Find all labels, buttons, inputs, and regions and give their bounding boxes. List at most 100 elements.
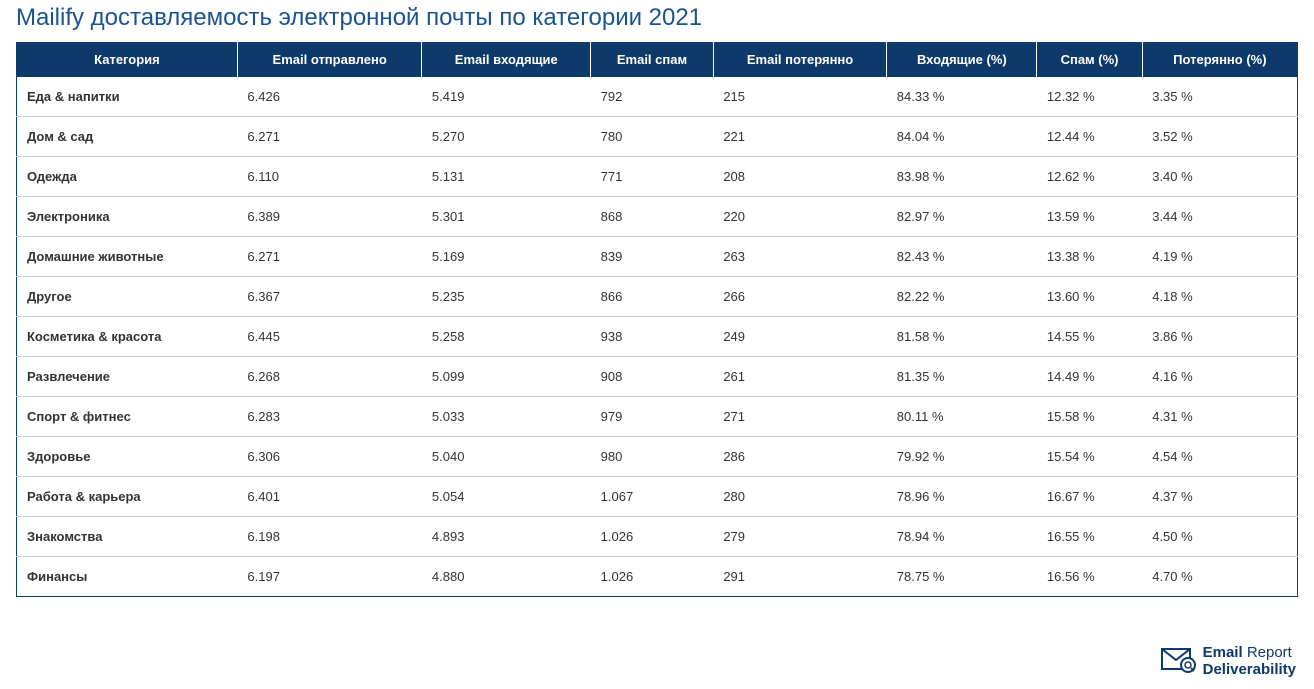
table-cell: 4.19 % xyxy=(1142,237,1297,277)
table-body: Еда & напитки6.4265.41979221584.33 %12.3… xyxy=(17,77,1298,597)
table-cell: Косметика & красота xyxy=(17,317,238,357)
table-cell: 6.283 xyxy=(237,397,422,437)
table-cell: 15.58 % xyxy=(1037,397,1142,437)
table-cell: 5.235 xyxy=(422,277,591,317)
table-cell: Дом & сад xyxy=(17,117,238,157)
table-cell: 15.54 % xyxy=(1037,437,1142,477)
table-cell: 6.271 xyxy=(237,237,422,277)
table-row: Спорт & фитнес6.2835.03397927180.11 %15.… xyxy=(17,397,1298,437)
table-cell: 6.110 xyxy=(237,157,422,197)
table-cell: 6.198 xyxy=(237,517,422,557)
table-cell: Электроника xyxy=(17,197,238,237)
table-cell: 291 xyxy=(713,557,886,597)
brand-text: Email Report Deliverability xyxy=(1203,645,1296,678)
table-cell: Домашние животные xyxy=(17,237,238,277)
table-cell: 208 xyxy=(713,157,886,197)
table-cell: 4.31 % xyxy=(1142,397,1297,437)
table-cell: 14.49 % xyxy=(1037,357,1142,397)
table-cell: 286 xyxy=(713,437,886,477)
table-cell: 16.56 % xyxy=(1037,557,1142,597)
table-cell: 908 xyxy=(591,357,714,397)
brand-logo: Email Report Deliverability xyxy=(1161,644,1296,679)
table-row: Развлечение6.2685.09990826181.35 %14.49 … xyxy=(17,357,1298,397)
table-cell: 83.98 % xyxy=(887,157,1037,197)
table-cell: 938 xyxy=(591,317,714,357)
table-row: Домашние животные6.2715.16983926382.43 %… xyxy=(17,237,1298,277)
table-cell: 780 xyxy=(591,117,714,157)
table-cell: 866 xyxy=(591,277,714,317)
table-cell: 84.04 % xyxy=(887,117,1037,157)
table-cell: 82.22 % xyxy=(887,277,1037,317)
column-header: Категория xyxy=(17,42,238,77)
table-header: КатегорияEmail отправленоEmail входящиеE… xyxy=(17,42,1298,77)
table-cell: 5.131 xyxy=(422,157,591,197)
brand-word-3: Deliverability xyxy=(1203,662,1296,679)
table-cell: 979 xyxy=(591,397,714,437)
table-cell: 3.44 % xyxy=(1142,197,1297,237)
table-cell: 261 xyxy=(713,357,886,397)
table-cell: 263 xyxy=(713,237,886,277)
table-cell: 280 xyxy=(713,477,886,517)
table-cell: 84.33 % xyxy=(887,77,1037,117)
table-cell: 5.270 xyxy=(422,117,591,157)
table-cell: 868 xyxy=(591,197,714,237)
table-cell: 771 xyxy=(591,157,714,197)
table-cell: 4.16 % xyxy=(1142,357,1297,397)
table-cell: Знакомства xyxy=(17,517,238,557)
column-header: Email потерянно xyxy=(713,42,886,77)
table-cell: 839 xyxy=(591,237,714,277)
column-header: Email входящие xyxy=(422,42,591,77)
table-cell: 81.35 % xyxy=(887,357,1037,397)
table-cell: 14.55 % xyxy=(1037,317,1142,357)
table-cell: 82.43 % xyxy=(887,237,1037,277)
table-cell: 5.033 xyxy=(422,397,591,437)
table-cell: 3.35 % xyxy=(1142,77,1297,117)
table-cell: Финансы xyxy=(17,557,238,597)
table-cell: 79.92 % xyxy=(887,437,1037,477)
table-cell: 4.54 % xyxy=(1142,437,1297,477)
table-cell: 5.040 xyxy=(422,437,591,477)
table-row: Работа & карьера6.4015.0541.06728078.96 … xyxy=(17,477,1298,517)
table-cell: 5.054 xyxy=(422,477,591,517)
table-cell: 13.59 % xyxy=(1037,197,1142,237)
table-cell: 78.75 % xyxy=(887,557,1037,597)
table-cell: 5.169 xyxy=(422,237,591,277)
table-cell: 12.44 % xyxy=(1037,117,1142,157)
table-cell: 78.96 % xyxy=(887,477,1037,517)
table-cell: 6.367 xyxy=(237,277,422,317)
table-cell: 81.58 % xyxy=(887,317,1037,357)
table-row: Косметика & красота6.4455.25893824981.58… xyxy=(17,317,1298,357)
envelope-icon xyxy=(1161,644,1197,679)
table-cell: 16.67 % xyxy=(1037,477,1142,517)
table-cell: Спорт & фитнес xyxy=(17,397,238,437)
column-header: Спам (%) xyxy=(1037,42,1142,77)
table-cell: 1.026 xyxy=(591,557,714,597)
table-cell: 279 xyxy=(713,517,886,557)
table-cell: 4.50 % xyxy=(1142,517,1297,557)
table-cell: 82.97 % xyxy=(887,197,1037,237)
table-cell: 6.401 xyxy=(237,477,422,517)
table-cell: 215 xyxy=(713,77,886,117)
table-cell: 249 xyxy=(713,317,886,357)
table-cell: 6.271 xyxy=(237,117,422,157)
table-cell: 6.426 xyxy=(237,77,422,117)
table-cell: 4.18 % xyxy=(1142,277,1297,317)
table-row: Знакомства6.1984.8931.02627978.94 %16.55… xyxy=(17,517,1298,557)
table-cell: 12.62 % xyxy=(1037,157,1142,197)
column-header: Email спам xyxy=(591,42,714,77)
table-cell: 220 xyxy=(713,197,886,237)
table-row: Другое6.3675.23586626682.22 %13.60 %4.18… xyxy=(17,277,1298,317)
table-cell: 980 xyxy=(591,437,714,477)
column-header: Email отправлено xyxy=(237,42,422,77)
table-cell: 5.099 xyxy=(422,357,591,397)
table-row: Одежда6.1105.13177120883.98 %12.62 %3.40… xyxy=(17,157,1298,197)
table-cell: 5.301 xyxy=(422,197,591,237)
table-row: Электроника6.3895.30186822082.97 %13.59 … xyxy=(17,197,1298,237)
table-cell: 6.197 xyxy=(237,557,422,597)
column-header: Входящие (%) xyxy=(887,42,1037,77)
table-cell: 3.52 % xyxy=(1142,117,1297,157)
table-cell: 1.026 xyxy=(591,517,714,557)
table-cell: 13.38 % xyxy=(1037,237,1142,277)
table-cell: 221 xyxy=(713,117,886,157)
table-cell: 6.268 xyxy=(237,357,422,397)
